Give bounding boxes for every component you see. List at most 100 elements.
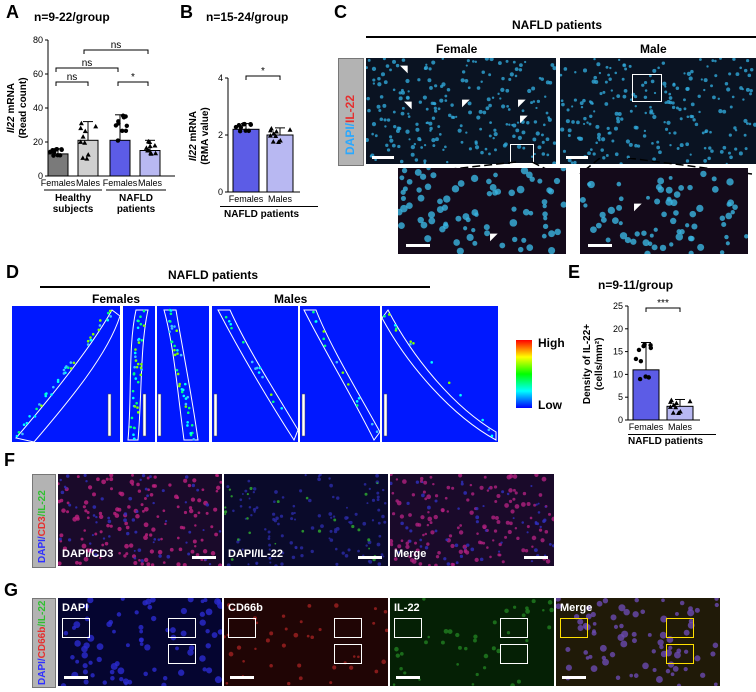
panel-label-b: B [180, 2, 193, 22]
a-group-1a: Healthy [55, 193, 92, 204]
panel-a-title: n=9-22/group [34, 10, 110, 24]
e-point [673, 404, 679, 410]
g-side-label: DAPI/CD66b/IL-22 [32, 598, 56, 688]
a-ytick: 60 [33, 69, 43, 79]
e-point [687, 398, 693, 404]
panel-label-g: G [4, 580, 19, 600]
e-point [673, 400, 679, 405]
b-point [267, 133, 273, 138]
c-female-zoom: ◤ [398, 168, 566, 254]
sig-e: *** [657, 298, 669, 309]
panel-d-title: NAFLD patients [168, 268, 258, 282]
a-point [80, 155, 86, 160]
d-males: Males [274, 292, 308, 306]
b-point [237, 129, 243, 134]
sig-b: * [261, 66, 265, 77]
b-ytick: 4 [218, 73, 223, 83]
a-point [152, 143, 158, 148]
a-x-3: Males [138, 178, 163, 188]
e-ytick: 5 [618, 392, 623, 402]
a-ytick: 80 [33, 35, 43, 45]
e-point [671, 402, 677, 407]
e-ylabel2: (cells/mm²) [594, 338, 605, 391]
a-point [57, 153, 63, 158]
e-point [667, 404, 673, 409]
panel-label-d: D [6, 262, 19, 282]
e-point [637, 376, 643, 382]
f-image-cd3: DAPI/CD3 [58, 474, 222, 566]
c-male-zoom: ◤ [580, 168, 748, 254]
a-point [123, 114, 128, 119]
a-point [78, 125, 84, 131]
b-point [287, 127, 293, 132]
e-ytick: 20 [613, 324, 623, 334]
chart-a-yticks: 0 20 40 60 80 [33, 35, 48, 181]
a-point [54, 146, 60, 152]
b-ytick: 2 [218, 130, 223, 140]
a-point [50, 147, 55, 153]
e-point [642, 342, 647, 347]
d-heatmap-images [12, 306, 498, 443]
e-point [636, 347, 642, 353]
e-point [648, 345, 654, 351]
d-low: Low [538, 398, 562, 412]
b-x-0: Females [229, 194, 264, 204]
a-point [116, 119, 121, 124]
a-x-1: Males [76, 178, 101, 188]
b-ytick: 0 [218, 187, 223, 197]
a-ytick: 0 [38, 171, 43, 181]
a-point [93, 123, 99, 129]
a-x-0: Females [41, 178, 76, 188]
b-xgroup: NAFLD patients [224, 209, 299, 220]
e-point [677, 409, 683, 414]
a-bar [77, 139, 99, 177]
a-ytick: 40 [33, 103, 43, 113]
e-ylabel1: Density of IL-22+ [582, 324, 593, 404]
a-point [147, 143, 153, 149]
sig-a-4: * [131, 72, 135, 83]
b-ylabel: Il22 mRNA [188, 111, 199, 161]
a-x-2: Females [103, 178, 138, 188]
e-x-1: Males [668, 422, 693, 432]
b-point [270, 139, 276, 144]
e-point [633, 356, 639, 362]
a-point [82, 140, 88, 145]
sig-a-2: ns [111, 40, 122, 51]
b-bar [232, 128, 260, 193]
b-point [268, 127, 274, 133]
sig-a-3: ns [67, 72, 78, 83]
a-point [124, 123, 130, 129]
b-point [277, 137, 283, 143]
e-point [646, 375, 651, 380]
sig-a-1: ns [82, 58, 93, 69]
c-male: Male [640, 42, 667, 56]
a-point [145, 138, 151, 144]
g-image-merge: Merge [556, 598, 720, 686]
a-group-2a: NAFLD [119, 193, 153, 204]
f-side-label: DAPI/CD3/IL-22 [32, 474, 56, 568]
d-high: High [538, 336, 565, 350]
b-point [243, 128, 248, 133]
b-x-1: Males [268, 194, 293, 204]
a-point [85, 152, 91, 157]
a-point [123, 128, 129, 133]
b-ylabel2: (RMA value) [200, 107, 211, 164]
chart-b: 0 2 4 * Females Males Il22 mRNA (RMA value… [188, 66, 300, 204]
a-point [115, 138, 121, 143]
a-point [146, 147, 152, 153]
g-image-il22: IL-22 [390, 598, 554, 686]
e-point [638, 358, 644, 364]
d-females: Females [92, 292, 141, 306]
e-ytick: 0 [618, 415, 623, 425]
a-ytick: 20 [33, 137, 43, 147]
panel-label-a: A [6, 2, 19, 22]
e-xgroup: NAFLD patients [628, 436, 703, 447]
panel-c-title: NAFLD patients [512, 18, 602, 32]
b-point [248, 122, 254, 127]
a-point [84, 156, 90, 161]
c-female-image: ◥ ◥ ◤ ◤ ◤ [366, 58, 556, 164]
panel-label-c: C [334, 2, 347, 22]
f-image-il22: DAPI/IL-22 [224, 474, 388, 566]
a-group-1b: subjects [53, 204, 94, 215]
g-image-cd66b: CD66b [224, 598, 388, 686]
